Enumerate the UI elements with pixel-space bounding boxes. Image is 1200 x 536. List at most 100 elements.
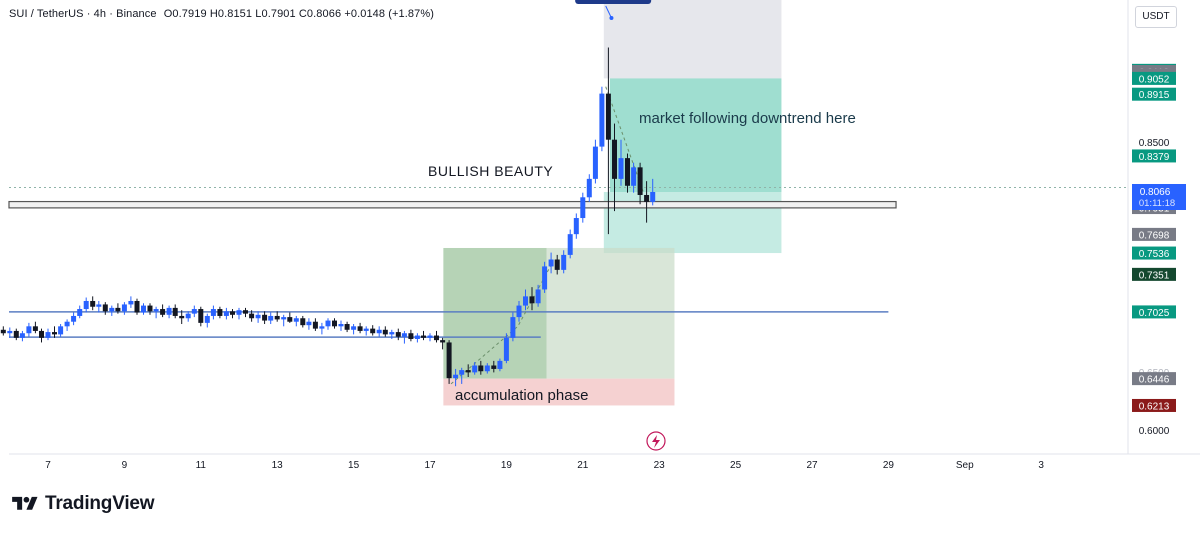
candle-body — [141, 305, 146, 313]
price-badge-label: 0.7025 — [1139, 308, 1170, 319]
candle-body — [262, 314, 268, 321]
x-tick-label: 19 — [501, 460, 513, 471]
candle-body — [268, 315, 274, 321]
candle-body — [90, 300, 96, 307]
candle-body — [370, 328, 376, 334]
candle-body — [414, 335, 420, 339]
candle-body — [637, 167, 643, 195]
candle-body — [217, 309, 223, 316]
tradingview-logo-icon — [12, 496, 38, 510]
candle-body — [185, 313, 191, 319]
annotation-accumulation: accumulation phase — [455, 387, 588, 404]
accumulation-zone-dark — [443, 247, 547, 379]
candle-body — [249, 313, 255, 319]
annotation-downtrend: market following downtrend here — [639, 110, 856, 127]
price-badge: 0.7025 — [1132, 305, 1176, 319]
candle-body — [529, 296, 535, 304]
candle-body — [357, 326, 363, 331]
x-tick-label: 25 — [730, 460, 742, 471]
price-badge-label: 0.8915 — [1139, 90, 1170, 101]
candle-body — [516, 305, 522, 318]
key-level-box — [8, 200, 897, 209]
price-badge-label: 0.7536 — [1139, 249, 1170, 260]
candle-body — [71, 315, 77, 322]
candles-group — [0, 47, 656, 387]
price-badge-label: 0.6446 — [1139, 375, 1170, 386]
candle-body — [548, 259, 554, 267]
price-badge-bg — [1132, 398, 1176, 412]
x-tick-label: 17 — [424, 460, 436, 471]
candle-body — [312, 321, 318, 329]
x-tick-label: 27 — [806, 460, 818, 471]
candle-body — [77, 309, 83, 316]
x-tick-label: 3 — [1038, 460, 1044, 471]
candle-body — [172, 307, 178, 316]
candle-body — [109, 307, 115, 312]
x-tick-label: 7 — [45, 460, 51, 471]
candle-body — [484, 365, 490, 372]
lightning-icon — [646, 431, 666, 451]
candle-body — [389, 332, 395, 335]
candle-body — [121, 304, 127, 312]
candle-body — [242, 310, 248, 314]
candle-body — [395, 332, 401, 337]
symbol-line: SUI / TetherUS · 4h · Binance — [9, 8, 157, 20]
price-badge: 0.7536 — [1132, 246, 1176, 260]
price-badge: 0.7351 — [1132, 267, 1176, 281]
candle-body — [580, 197, 586, 219]
candle-body — [338, 324, 344, 327]
candle-body — [147, 305, 153, 312]
candle-body — [612, 139, 618, 179]
candle-body — [223, 311, 229, 316]
price-badge-bg — [1132, 87, 1176, 101]
downtrend-path — [605, 86, 645, 195]
candle-body — [561, 254, 567, 270]
candle-body — [472, 365, 478, 373]
currency-label[interactable]: USDT — [1135, 6, 1177, 28]
x-tick-label: 11 — [196, 460, 207, 471]
price-badge-bg — [1132, 372, 1176, 386]
candle-body — [644, 194, 650, 202]
x-tick-label: 29 — [883, 460, 895, 471]
candle-body — [160, 309, 166, 315]
candle-body — [128, 300, 134, 305]
candle-body — [255, 314, 261, 319]
bar-countdown-label: 01:11:18 — [1139, 198, 1175, 209]
price-badge-label: 0.7351 — [1139, 270, 1170, 281]
price-badge: 0.6446 — [1132, 372, 1176, 386]
candle-body — [306, 321, 312, 326]
candle-body — [453, 374, 459, 379]
candle-body — [465, 370, 471, 373]
price-badge: 0.7698 — [1132, 227, 1176, 241]
candle-body — [503, 337, 509, 361]
price-badge-bg — [1132, 71, 1176, 85]
x-tick-label: 23 — [654, 460, 666, 471]
candle-body — [573, 218, 579, 235]
price-badge-label: 0.6213 — [1139, 401, 1170, 412]
candle-body — [401, 333, 407, 337]
candle-body — [554, 259, 560, 270]
candle-body — [650, 191, 656, 202]
x-tick-label: 21 — [577, 460, 589, 471]
candle-body — [287, 317, 293, 322]
candle-body — [376, 329, 382, 334]
price-badge-bg — [1132, 246, 1176, 260]
candle-body — [325, 320, 331, 327]
candle-body — [83, 300, 89, 310]
stop-loss-zone — [603, 0, 782, 79]
candle-body — [618, 158, 624, 179]
brand-name: TradingView — [45, 493, 155, 514]
symbol-header: SUI / TetherUS · 4h · Binance O0.7919 H0… — [9, 8, 434, 20]
price-badge-label: 0.7698 — [1139, 230, 1170, 241]
price-badge-label: 0.8379 — [1139, 152, 1170, 163]
candle-body — [624, 158, 630, 186]
candle-body — [230, 311, 236, 315]
candle-body — [198, 309, 204, 323]
candle-body — [179, 315, 185, 319]
candle-body — [7, 330, 13, 334]
price-badge: 0.9052 — [1132, 71, 1176, 85]
price-badge-bg — [1132, 227, 1176, 241]
price-badge-bg — [1132, 149, 1176, 163]
